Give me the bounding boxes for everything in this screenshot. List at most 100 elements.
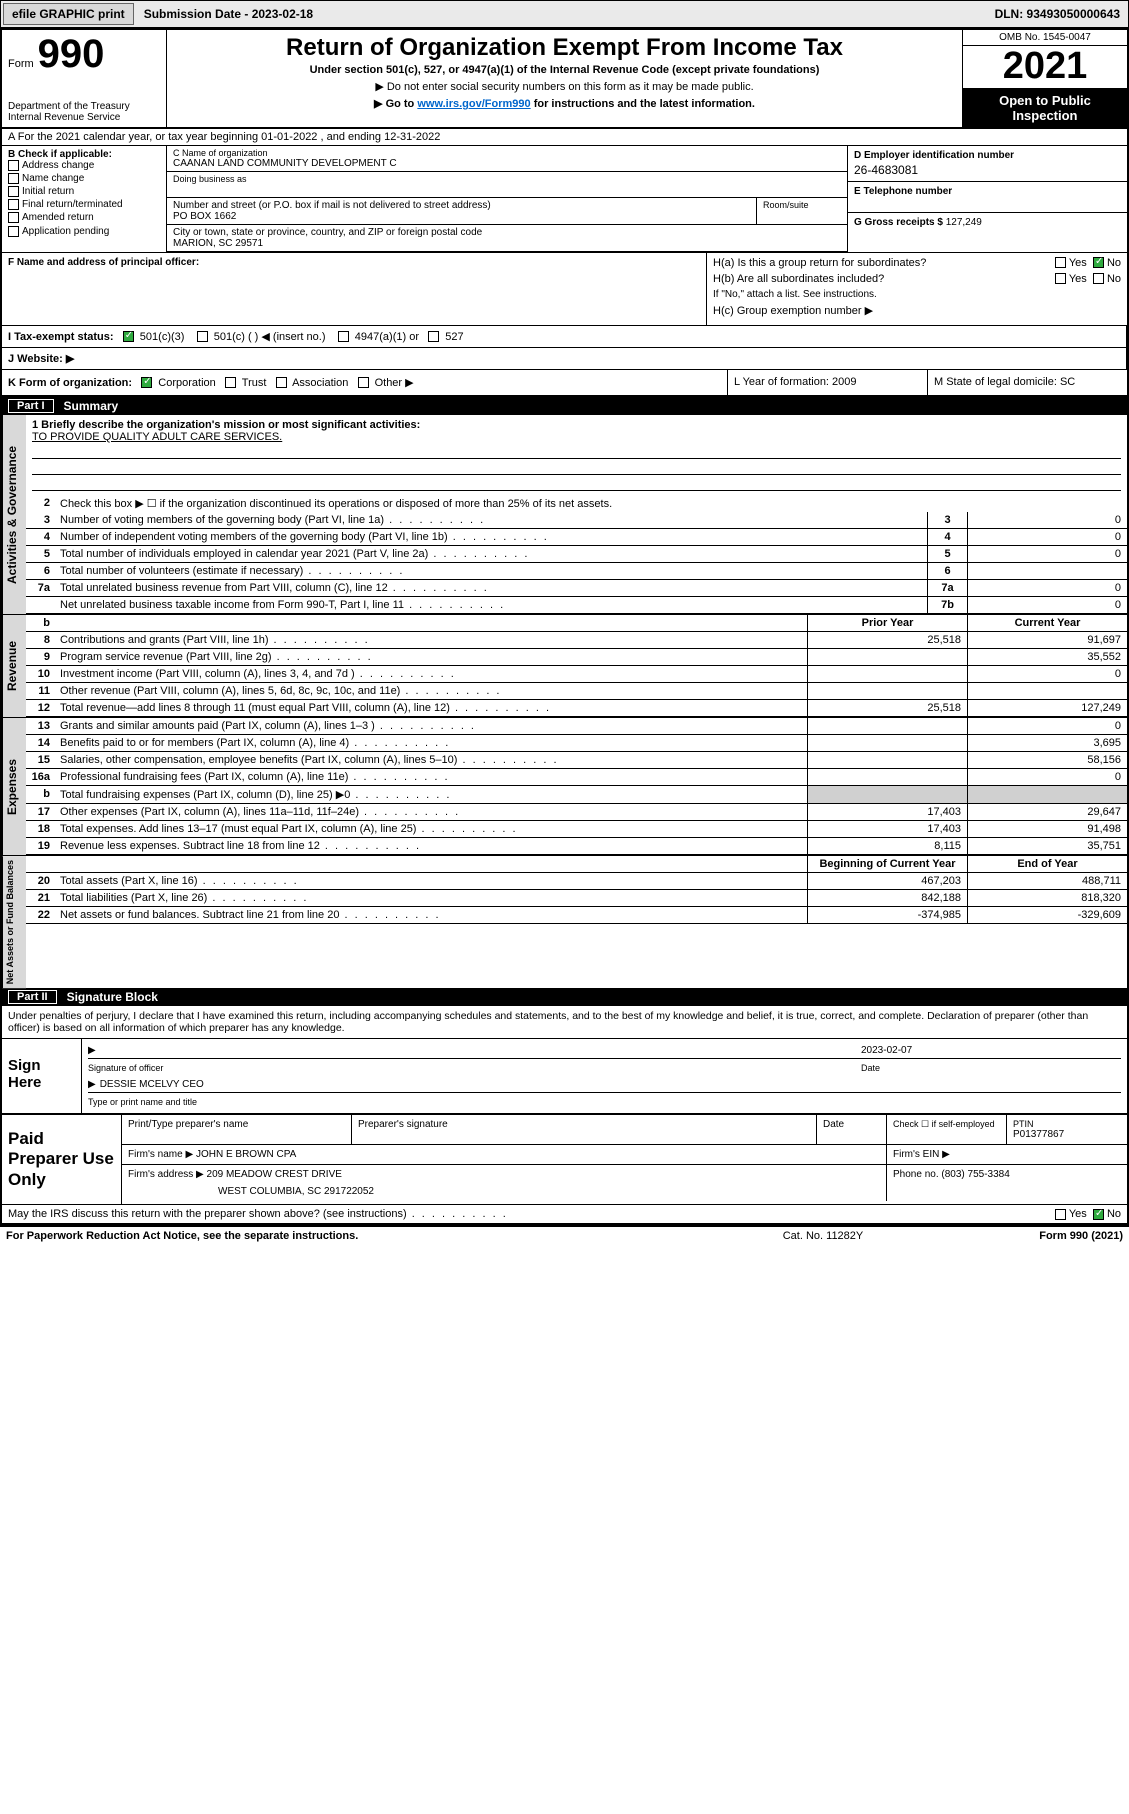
chk-527[interactable] (428, 331, 439, 342)
subtitle-1: Under section 501(c), 527, or 4947(a)(1)… (175, 64, 954, 76)
city-label: City or town, state or province, country… (173, 227, 841, 238)
ein-label: D Employer identification number (854, 150, 1121, 161)
name-title-label: Type or print name and title (88, 1097, 1121, 1107)
part-1-bar: Part I Summary (2, 397, 1127, 415)
form-header: Form 990 Department of the Treasury Inte… (2, 30, 1127, 129)
revenue-line: 11Other revenue (Part VIII, column (A), … (26, 683, 1127, 700)
sign-here-label: Sign Here (2, 1039, 82, 1113)
revenue-line: 9Program service revenue (Part VIII, lin… (26, 649, 1127, 666)
col-mid: C Name of organization CAANAN LAND COMMU… (167, 146, 847, 252)
eoy-hdr: End of Year (967, 856, 1127, 872)
expense-line: 13Grants and similar amounts paid (Part … (26, 718, 1127, 735)
paperwork-notice: For Paperwork Reduction Act Notice, see … (6, 1230, 723, 1242)
gov-line: 4Number of independent voting members of… (26, 529, 1127, 546)
self-employed-chk[interactable]: Check ☐ if self-employed (887, 1115, 1007, 1144)
preparer-date-hdr: Date (817, 1115, 887, 1144)
expense-line: 15Salaries, other compensation, employee… (26, 752, 1127, 769)
suite-label: Room/suite (757, 198, 847, 224)
firm-addr-value2: WEST COLUMBIA, SC 291722052 (128, 1186, 880, 1197)
top-toolbar: efile GRAPHIC print Submission Date - 20… (0, 0, 1129, 28)
revenue-line: 12Total revenue—add lines 8 through 11 (… (26, 700, 1127, 717)
net-assets-line: 22Net assets or fund balances. Subtract … (26, 907, 1127, 924)
gross-receipts-value: 127,249 (946, 217, 982, 228)
col-h: H(a) Is this a group return for subordin… (707, 253, 1127, 325)
form-number: 990 (38, 34, 105, 74)
section-expenses: Expenses 13Grants and similar amounts pa… (2, 717, 1127, 855)
irs-label: Internal Revenue Service (8, 112, 160, 123)
instructions-link[interactable]: www.irs.gov/Form990 (417, 98, 530, 110)
row-a-period: A For the 2021 calendar year, or tax yea… (2, 129, 1127, 146)
chk-name-change[interactable]: Name change (8, 173, 160, 184)
preparer-name-hdr: Print/Type preparer's name (122, 1115, 352, 1144)
chk-amended-return[interactable]: Amended return (8, 212, 160, 223)
vtab-net-assets: Net Assets or Fund Balances (2, 856, 26, 988)
sig-officer-label: Signature of officer (88, 1063, 861, 1073)
chk-other[interactable] (358, 377, 369, 388)
state-domicile: M State of legal domicile: SC (927, 370, 1127, 395)
net-assets-line: 20Total assets (Part X, line 16)467,2034… (26, 873, 1127, 890)
chk-association[interactable] (276, 377, 287, 388)
section-governance: Activities & Governance 1 Briefly descri… (2, 415, 1127, 614)
firm-addr-value: 209 MEADOW CREST DRIVE (207, 1169, 342, 1180)
c-name-label: C Name of organization (173, 148, 841, 158)
header-mid: Return of Organization Exempt From Incom… (167, 30, 962, 127)
chk-application-pending[interactable]: Application pending (8, 226, 160, 237)
chk-501c3[interactable] (123, 331, 134, 342)
hb-label: H(b) Are all subordinates included? (713, 273, 884, 285)
paid-preparer-block: Paid Preparer Use Only Print/Type prepar… (2, 1115, 1127, 1205)
form-frame: Form 990 Department of the Treasury Inte… (0, 28, 1129, 1227)
header-right: OMB No. 1545-0047 2021 Open to Public In… (962, 30, 1127, 127)
chk-501c[interactable] (197, 331, 208, 342)
expense-line: 19Revenue less expenses. Subtract line 1… (26, 838, 1127, 855)
discuss-row: May the IRS discuss this return with the… (2, 1205, 1127, 1225)
street-label: Number and street (or P.O. box if mail i… (173, 200, 750, 211)
mission-block: 1 Briefly describe the organization's mi… (26, 415, 1127, 495)
sig-date-label: Date (861, 1063, 1121, 1073)
gov-line: Net unrelated business taxable income fr… (26, 597, 1127, 614)
discuss-yes[interactable] (1055, 1209, 1066, 1220)
vtab-governance: Activities & Governance (2, 415, 26, 614)
chk-final-return[interactable]: Final return/terminated (8, 199, 160, 210)
vtab-revenue: Revenue (2, 615, 26, 717)
form-title: Return of Organization Exempt From Incom… (175, 34, 954, 62)
officer-name: DESSIE MCELVY CEO (88, 1079, 1121, 1090)
col-b-title: B Check if applicable: (8, 149, 160, 160)
ptin-value: P01377867 (1013, 1129, 1121, 1140)
row-i: I Tax-exempt status: 501(c)(3) 501(c) ( … (2, 326, 1127, 348)
form-word: Form (8, 58, 34, 70)
efile-button[interactable]: efile GRAPHIC print (3, 3, 134, 25)
expense-line: 14Benefits paid to or for members (Part … (26, 735, 1127, 752)
col-b-checkboxes: B Check if applicable: Address change Na… (2, 146, 167, 252)
hb-note: If "No," attach a list. See instructions… (713, 289, 1121, 300)
gov-line: 3Number of voting members of the governi… (26, 512, 1127, 529)
hc-label: H(c) Group exemption number ▶ (713, 304, 1121, 317)
revenue-line: 8Contributions and grants (Part VIII, li… (26, 632, 1127, 649)
chk-address-change[interactable]: Address change (8, 160, 160, 171)
chk-corporation[interactable] (141, 377, 152, 388)
preparer-sig-hdr: Preparer's signature (352, 1115, 817, 1144)
chk-trust[interactable] (225, 377, 236, 388)
na-header-row: Beginning of Current Year End of Year (26, 856, 1127, 873)
gov-line: 6Total number of volunteers (estimate if… (26, 563, 1127, 580)
discuss-question: May the IRS discuss this return with the… (8, 1208, 1055, 1220)
firm-name-value: JOHN E BROWN CPA (196, 1149, 296, 1160)
chk-4947[interactable] (338, 331, 349, 342)
boy-hdr: Beginning of Current Year (807, 856, 967, 872)
omb-number: OMB No. 1545-0047 (963, 30, 1127, 46)
row-j: J Website: ▶ (2, 348, 1127, 370)
part-2-bar: Part II Signature Block (2, 988, 1127, 1006)
gov-line: 7aTotal unrelated business revenue from … (26, 580, 1127, 597)
discuss-no[interactable] (1093, 1209, 1104, 1220)
open-inspection: Open to Public Inspection (963, 89, 1127, 127)
dba-label: Doing business as (173, 174, 841, 184)
revenue-line: 10Investment income (Part VIII, column (… (26, 666, 1127, 683)
row-fh: F Name and address of principal officer:… (2, 253, 1127, 326)
firm-ein-label: Firm's EIN ▶ (887, 1145, 1127, 1164)
dept-label: Department of the Treasury (8, 101, 160, 112)
prior-year-hdr: Prior Year (807, 615, 967, 631)
ptin-label: PTIN (1013, 1119, 1121, 1129)
chk-initial-return[interactable]: Initial return (8, 186, 160, 197)
mission-text: TO PROVIDE QUALITY ADULT CARE SERVICES. (32, 431, 1121, 443)
expense-line: bTotal fundraising expenses (Part IX, co… (26, 786, 1127, 804)
submission-date: Submission Date - 2023-02-18 (136, 4, 321, 24)
